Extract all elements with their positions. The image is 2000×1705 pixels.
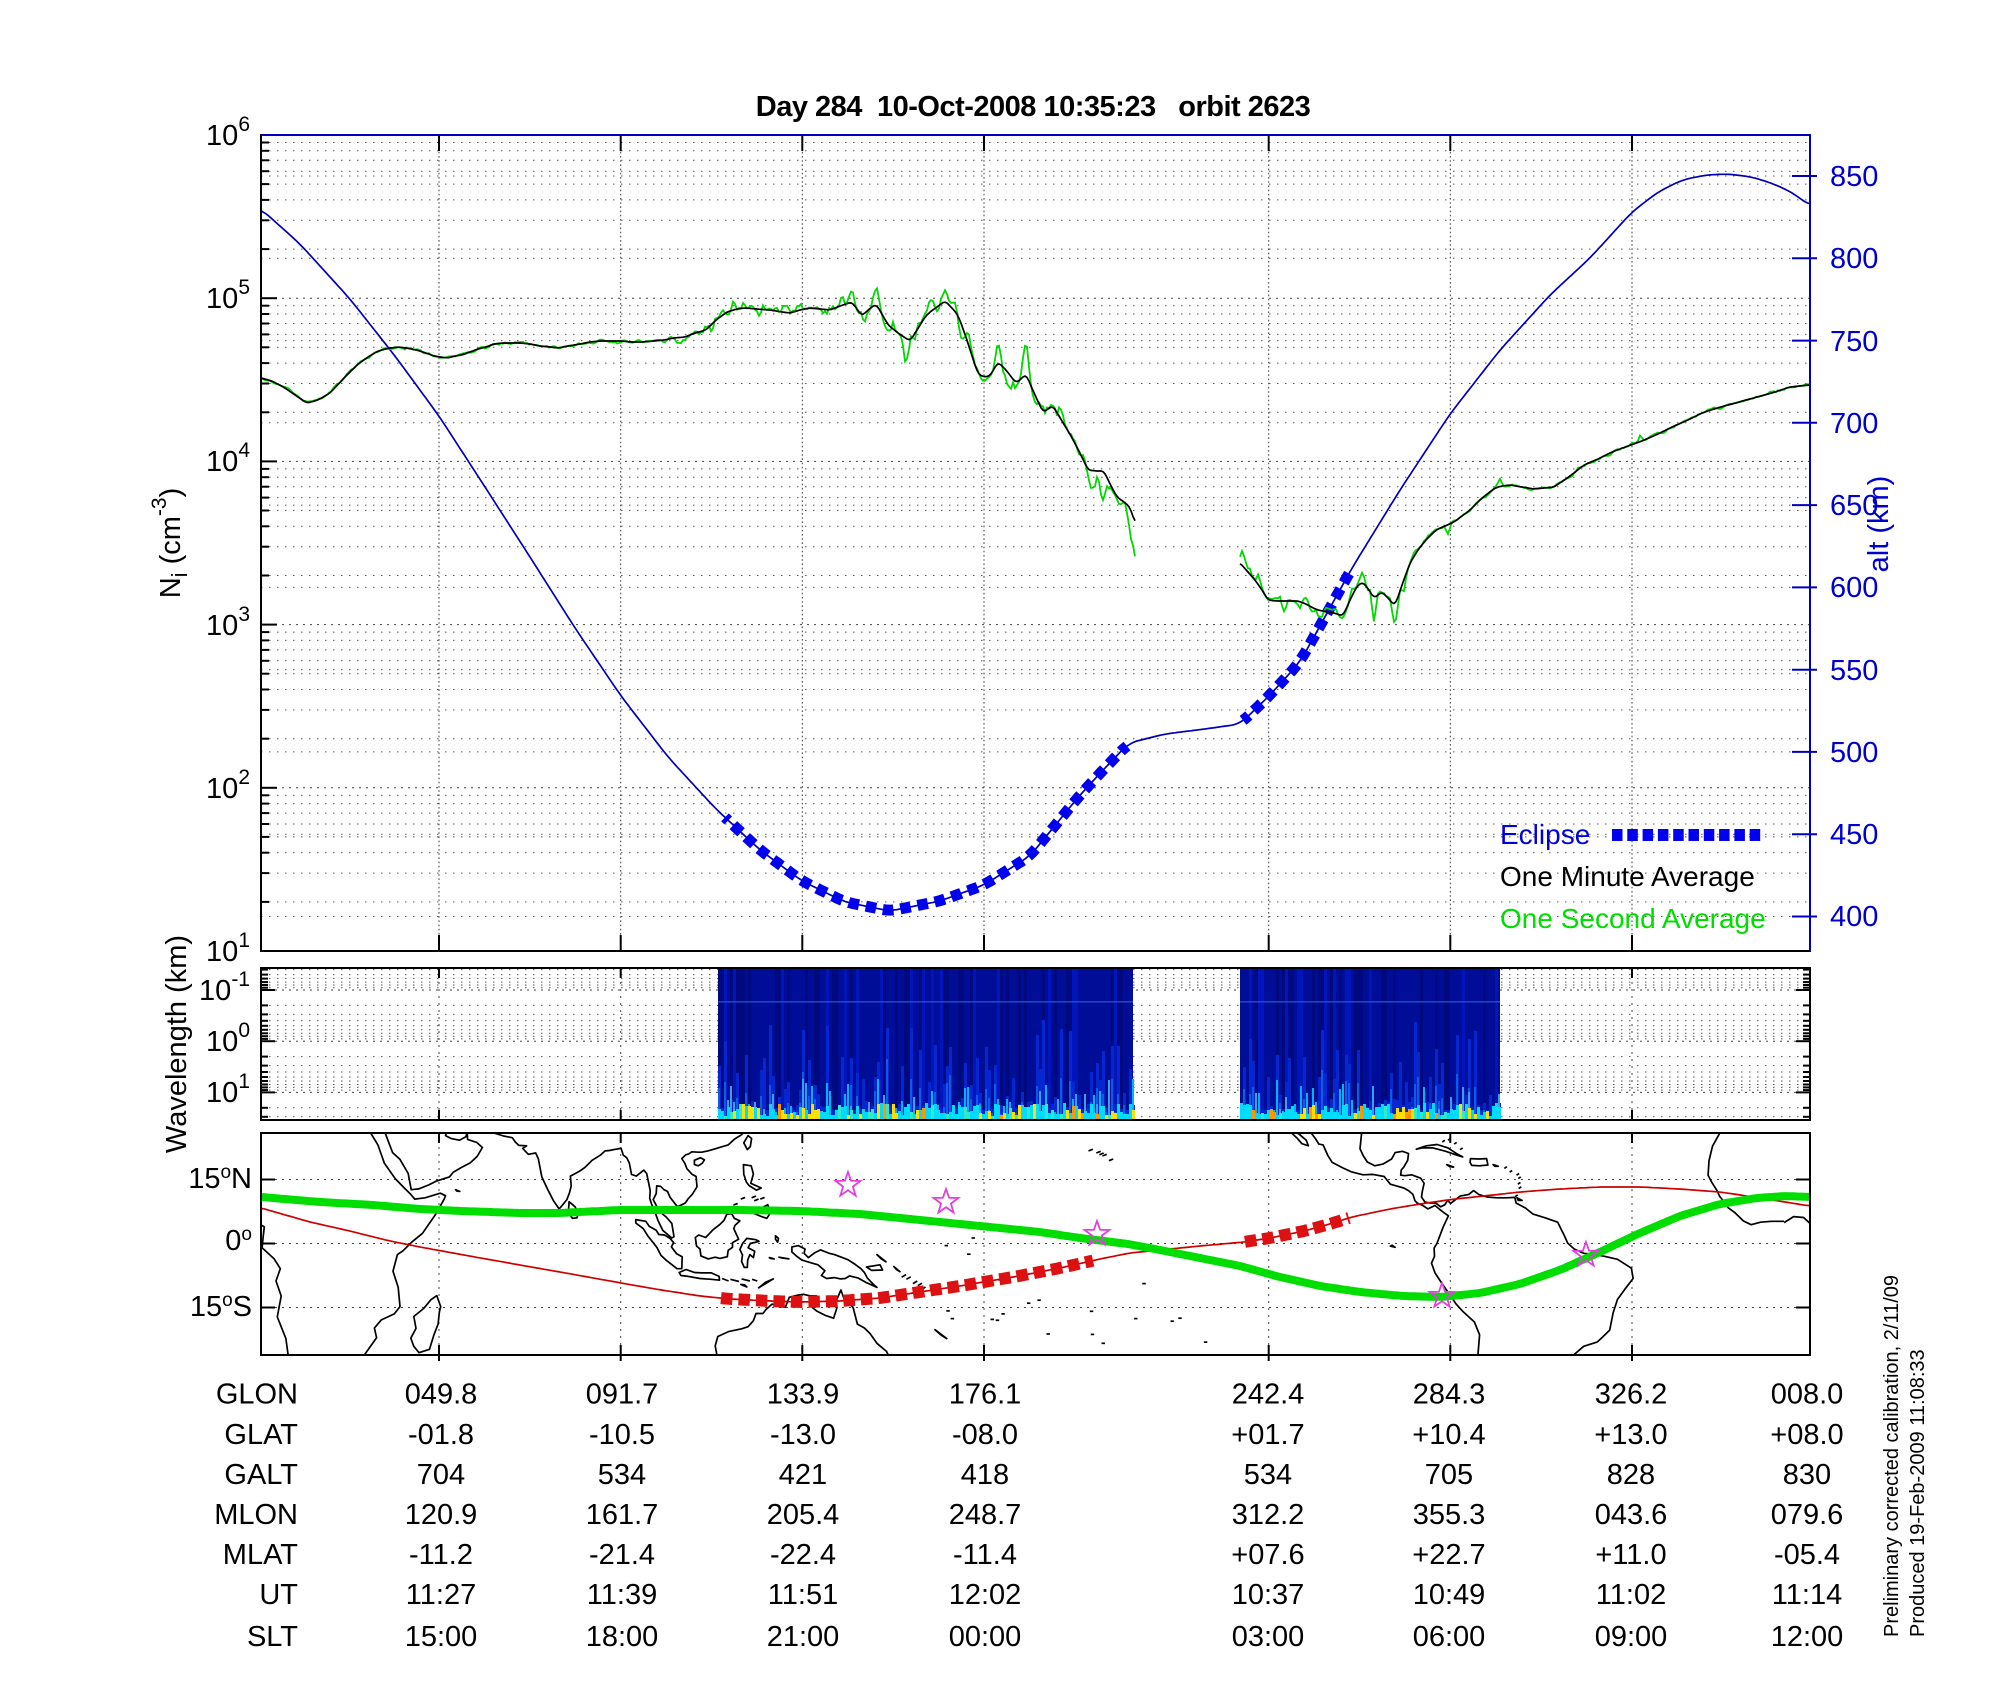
svg-text:043.6: 043.6 [1595,1499,1668,1531]
svg-text:120.9: 120.9 [405,1499,478,1531]
svg-text:500: 500 [1830,737,1878,769]
svg-text:-22.4: -22.4 [770,1539,836,1571]
svg-text:GALT: GALT [224,1459,298,1491]
svg-text:400: 400 [1830,901,1878,933]
svg-text:alt (km): alt (km) [1863,476,1895,573]
svg-text:133.9: 133.9 [767,1379,840,1411]
svg-text:-05.4: -05.4 [1774,1539,1840,1571]
svg-text:09:00: 09:00 [1595,1621,1668,1653]
svg-text:326.2: 326.2 [1595,1379,1668,1411]
svg-text:15oS: 15oS [190,1290,252,1323]
svg-text:10:37: 10:37 [1232,1579,1305,1611]
svg-text:534: 534 [1244,1459,1292,1491]
svg-text:828: 828 [1607,1459,1655,1491]
svg-text:550: 550 [1830,655,1878,687]
svg-text:650: 650 [1830,490,1878,522]
svg-text:21:00: 21:00 [767,1621,840,1653]
svg-text:-13.0: -13.0 [770,1419,836,1451]
svg-text:11:14: 11:14 [1772,1579,1842,1611]
svg-text:GLON: GLON [216,1379,298,1411]
svg-text:+08.0: +08.0 [1770,1419,1843,1451]
svg-text:00:00: 00:00 [949,1621,1022,1653]
svg-text:355.3: 355.3 [1413,1499,1486,1531]
svg-text:418: 418 [961,1459,1009,1491]
svg-text:-08.0: -08.0 [952,1419,1018,1451]
svg-text:450: 450 [1830,819,1878,851]
svg-text:+11.0: +11.0 [1595,1539,1666,1571]
svg-text:705: 705 [1425,1459,1473,1491]
svg-text:850: 850 [1830,161,1878,193]
svg-text:11:02: 11:02 [1596,1579,1666,1611]
svg-text:242.4: 242.4 [1232,1379,1305,1411]
svg-text:700: 700 [1830,408,1878,440]
svg-text:11:39: 11:39 [587,1579,657,1611]
svg-text:18:00: 18:00 [586,1621,659,1653]
svg-text:UT: UT [259,1579,298,1611]
svg-text:03:00: 03:00 [1232,1621,1305,1653]
svg-text:176.1: 176.1 [949,1379,1022,1411]
svg-text:12:02: 12:02 [949,1579,1022,1611]
svg-text:-11.2: -11.2 [409,1539,473,1571]
svg-text:049.8: 049.8 [405,1379,478,1411]
svg-text:+01.7: +01.7 [1231,1419,1304,1451]
svg-text:Wavelength (km): Wavelength (km) [161,935,193,1153]
svg-text:12:00: 12:00 [1771,1621,1844,1653]
svg-text:008.0: 008.0 [1771,1379,1844,1411]
svg-text:Produced 19-Feb-2009 11:08:33: Produced 19-Feb-2009 11:08:33 [1907,1349,1929,1637]
svg-text:830: 830 [1783,1459,1831,1491]
svg-text:One Minute Average: One Minute Average [1500,861,1755,892]
svg-text:06:00: 06:00 [1413,1621,1486,1653]
svg-text:+22.7: +22.7 [1412,1539,1485,1571]
svg-text:11:51: 11:51 [768,1579,838,1611]
svg-text:SLT: SLT [247,1621,298,1653]
svg-text:079.6: 079.6 [1771,1499,1844,1531]
svg-text:284.3: 284.3 [1413,1379,1486,1411]
svg-text:10:49: 10:49 [1413,1579,1486,1611]
svg-text:-21.4: -21.4 [589,1539,655,1571]
svg-text:800: 800 [1830,243,1878,275]
svg-text:-10.5: -10.5 [589,1419,655,1451]
svg-text:704: 704 [417,1459,465,1491]
svg-text:750: 750 [1830,326,1878,358]
svg-text:15:00: 15:00 [405,1621,478,1653]
svg-text:Preliminary corrected calibrat: Preliminary corrected calibration, 2/11/… [1881,1275,1903,1637]
svg-text:248.7: 248.7 [949,1499,1022,1531]
svg-text:421: 421 [779,1459,827,1491]
svg-text:161.7: 161.7 [586,1499,659,1531]
svg-text:One Second Average: One Second Average [1500,903,1766,934]
svg-text:11:27: 11:27 [406,1579,476,1611]
svg-text:600: 600 [1830,572,1878,604]
svg-text:-11.4: -11.4 [953,1539,1017,1571]
svg-text:+13.0: +13.0 [1594,1419,1667,1451]
svg-text:-01.8: -01.8 [408,1419,474,1451]
svg-text:+07.6: +07.6 [1231,1539,1304,1571]
svg-text:MLAT: MLAT [223,1539,298,1571]
svg-text:534: 534 [598,1459,646,1491]
svg-text:GLAT: GLAT [224,1419,298,1451]
svg-text:15oN: 15oN [188,1162,252,1195]
svg-text:+10.4: +10.4 [1412,1419,1485,1451]
svg-text:Eclipse: Eclipse [1500,819,1590,850]
svg-text:205.4: 205.4 [767,1499,840,1531]
svg-text:312.2: 312.2 [1232,1499,1305,1531]
svg-text:091.7: 091.7 [586,1379,659,1411]
svg-text:MLON: MLON [214,1499,298,1531]
svg-text:Day 284 10-Oct-2008 10:35:23: Day 284 10-Oct-2008 10:35:23 orbit 2623 [756,91,1311,123]
